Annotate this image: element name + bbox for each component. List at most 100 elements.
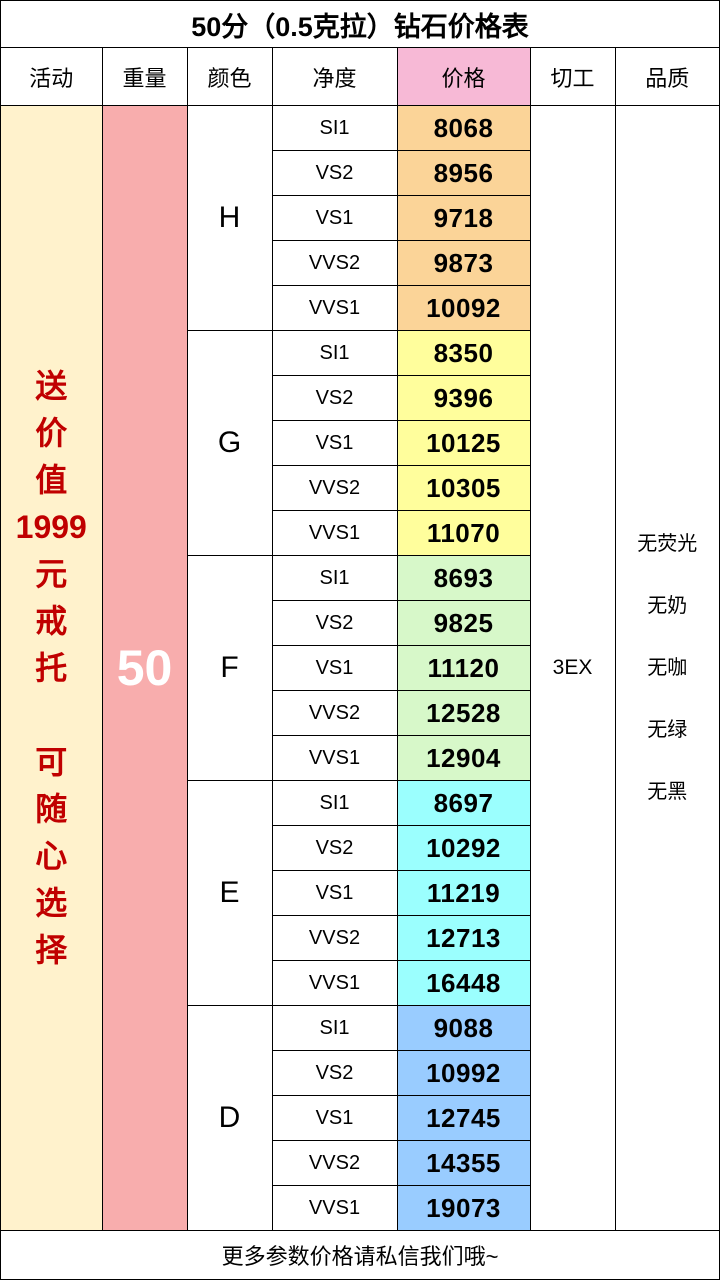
- price-cell: 10992: [396, 1050, 530, 1096]
- promo-line: 价: [35, 414, 68, 451]
- clarity-cell: VS1: [272, 645, 398, 691]
- clarity-cell: VS1: [272, 420, 398, 466]
- table-row: G SI1 8350: [1, 330, 719, 556]
- price-cell: 12713: [396, 915, 530, 961]
- price-cell: 9825: [396, 600, 530, 646]
- promo-line: 择: [35, 931, 68, 968]
- clarity-cell: VVS2: [272, 690, 398, 736]
- color-grade-g: G: [187, 330, 273, 556]
- price-cell: 12528: [396, 690, 530, 736]
- color-grade-h: H: [186, 105, 273, 331]
- clarity-cell: VS2: [272, 1050, 398, 1096]
- price-cell: 16448: [396, 960, 530, 1006]
- promo-line: [1, 692, 101, 739]
- header-color: 颜色: [186, 48, 273, 106]
- clarity-cell: SI1: [271, 780, 398, 826]
- table-row: VS2 9825: [1, 600, 719, 646]
- price-cell: 14355: [396, 1140, 530, 1186]
- promo-line: 随: [35, 790, 68, 827]
- color-grade-e: E: [187, 780, 273, 1006]
- weight-cell: 50: [101, 105, 188, 1231]
- quality-item: 无奶: [647, 595, 688, 617]
- table-row: VS1 9718: [1, 195, 719, 241]
- clarity-cell: SI1: [271, 555, 398, 601]
- quality-item: 无黑: [647, 781, 688, 803]
- header-weight: 重量: [101, 48, 188, 106]
- table-row: VS1 10125: [1, 420, 719, 466]
- clarity-cell: VS2: [272, 600, 398, 646]
- price-cell: 12904: [396, 735, 530, 781]
- price-cell: 10092: [396, 285, 530, 331]
- page-title: 50分（0.5克拉）钻石价格表: [1, 1, 719, 48]
- table-row: 送价值 1999 元戒托可随心选择 50 H SI1 8068 3EX 无荧光 无奶 无咖 无绿 无黑: [1, 105, 719, 1231]
- price-cell: 9088: [396, 1005, 530, 1051]
- clarity-cell: VVS2: [272, 465, 398, 511]
- price-cell: 9718: [396, 195, 530, 241]
- promo-line: 值: [35, 461, 68, 498]
- table-row: VS1 11120: [1, 645, 719, 691]
- table-row: E SI1 8697: [1, 780, 719, 1006]
- price-cell: 8693: [396, 555, 530, 601]
- table-row: VVS2 14355: [1, 1140, 719, 1186]
- quality-cell: 无荧光无奶无咖无绿无黑: [614, 105, 719, 1231]
- table-row: VVS2 12528: [1, 690, 719, 736]
- promo-line: 托: [35, 649, 68, 686]
- header-clarity: 净度: [271, 48, 398, 106]
- clarity-cell: SI1: [271, 1005, 398, 1051]
- table-row: VVS1 10092: [1, 285, 719, 331]
- clarity-cell: VVS2: [272, 240, 398, 286]
- color-grade-d: D: [187, 1005, 273, 1231]
- table-row: VVS1 12904: [1, 735, 719, 781]
- price-cell: 11070: [396, 510, 530, 556]
- promo-line: 元: [35, 555, 68, 592]
- price-cell: 8697: [396, 780, 530, 826]
- clarity-cell: VS1: [272, 195, 398, 241]
- table-row: VS1 12745: [1, 1095, 719, 1141]
- clarity-cell: VS2: [272, 825, 398, 871]
- quality-item: 无荧光: [637, 533, 698, 555]
- clarity-cell: VS1: [272, 1095, 398, 1141]
- table-row: F SI1 8693: [1, 555, 719, 781]
- clarity-cell: VVS1: [272, 510, 398, 556]
- clarity-cell: VVS1: [272, 960, 398, 1006]
- clarity-cell: VS2: [272, 375, 398, 421]
- price-table: 活动 重量 颜色 净度 价格 切工 品质 送价值 1999 元戒托可随心选择 50 H S…: [1, 48, 719, 1231]
- price-cell: 12745: [396, 1095, 530, 1141]
- price-cell: 8956: [396, 150, 530, 196]
- price-cell: 10305: [396, 465, 530, 511]
- color-grade-f: F: [187, 555, 273, 781]
- clarity-cell: VVS2: [272, 1140, 398, 1186]
- clarity-cell: VS1: [272, 870, 398, 916]
- header-row: 活动 重量 颜色 净度 价格 切工 品质: [1, 48, 719, 106]
- header-price: 价格: [396, 48, 531, 106]
- price-cell: 8350: [396, 330, 530, 376]
- header-activity: 活动: [1, 48, 103, 106]
- table-row: VVS2 9873: [1, 240, 719, 286]
- price-cell: 9873: [396, 240, 530, 286]
- clarity-cell: SI1: [271, 105, 398, 151]
- clarity-cell: VVS1: [272, 285, 398, 331]
- table-row: VVS1 19073: [1, 1185, 719, 1231]
- promo-cell: 送价值 1999 元戒托可随心选择: [1, 105, 103, 1231]
- price-cell: 8068: [396, 105, 531, 151]
- clarity-cell: VVS1: [272, 735, 398, 781]
- table-row: VS2 8956: [1, 150, 719, 196]
- header-cut: 切工: [529, 48, 616, 106]
- cut-cell: 3EX: [529, 105, 616, 1231]
- quality-item: 无绿: [647, 719, 688, 741]
- header-quality: 品质: [614, 48, 719, 106]
- price-cell: 11219: [396, 870, 530, 916]
- table-row: VS1 11219: [1, 870, 719, 916]
- clarity-cell: SI1: [271, 330, 398, 376]
- price-cell: 11120: [396, 645, 530, 691]
- promo-line: 戒: [35, 602, 68, 639]
- promo-line: 选: [35, 884, 68, 921]
- footer-note: 更多参数价格请私信我们哦~: [1, 1230, 719, 1279]
- table-row: VS2 9396: [1, 375, 719, 421]
- promo-line: 心: [35, 837, 68, 874]
- table-row: D SI1 9088: [1, 1005, 719, 1231]
- quality-item: 无咖: [647, 657, 688, 679]
- promo-line: 送: [35, 367, 68, 404]
- clarity-cell: VS2: [272, 150, 398, 196]
